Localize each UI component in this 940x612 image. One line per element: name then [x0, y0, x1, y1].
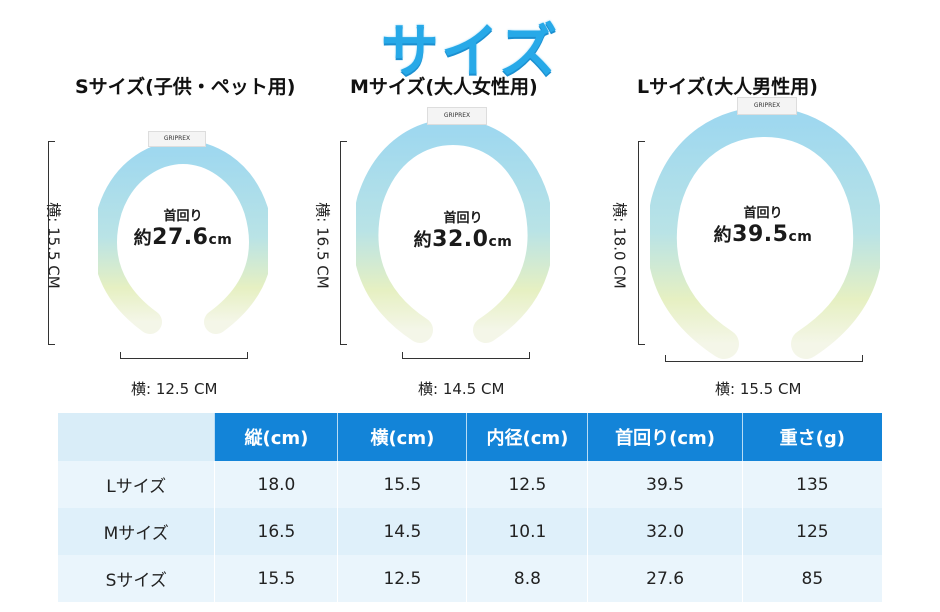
height-label-s: 横: 15.5 CM: [44, 202, 63, 289]
neck-unit-s: cm: [208, 232, 233, 248]
table-cell: 12.5: [466, 461, 588, 508]
size-label-l: Lサイズ(大人男性用): [637, 76, 818, 98]
width-label-l: 横: 15.5 CM: [715, 380, 802, 398]
neck-info-s: 首回り 約27.6cm: [118, 205, 248, 250]
brand-tag-s: GRIPREX: [148, 131, 206, 147]
table-row: Mサイズ 16.5 14.5 10.1 32.0 125: [58, 508, 882, 555]
table-row: Lサイズ 18.0 15.5 12.5 39.5 135: [58, 461, 882, 508]
table-cell: 16.5: [214, 508, 338, 555]
neck-ring-m: [356, 118, 550, 343]
table-cell: 14.5: [337, 508, 467, 555]
size-label-m: Mサイズ(大人女性用): [350, 76, 538, 98]
brand-tag-m: GRIPREX: [427, 107, 487, 125]
width-label-m: 横: 14.5 CM: [418, 380, 505, 398]
neck-prefix-l: 約: [713, 225, 733, 246]
table-header-cell: 縦(cm): [214, 413, 338, 461]
table-cell: 12.5: [337, 555, 467, 602]
width-bracket-l: [665, 355, 863, 362]
height-bracket-s: [48, 141, 55, 345]
table-cell: 32.0: [587, 508, 742, 555]
height-bracket-l: [638, 141, 645, 345]
table-header-row: 縦(cm) 横(cm) 内径(cm) 首回り(cm) 重さ(g): [58, 413, 882, 461]
table-cell: 39.5: [587, 461, 742, 508]
table-cell: 27.6: [587, 555, 742, 602]
row-header: Mサイズ: [58, 508, 215, 555]
neck-unit-m: cm: [488, 234, 513, 250]
height-label-l: 横: 18.0 CM: [610, 202, 629, 289]
neck-unit-l: cm: [788, 229, 813, 245]
size-label-s: Sサイズ(子供・ペット用): [75, 76, 296, 98]
neck-prefix-m: 約: [413, 230, 433, 251]
brand-tag-l: GRIPREX: [737, 97, 797, 115]
table-cell: 85: [741, 555, 882, 602]
neck-value-s: 27.6: [152, 225, 209, 250]
neck-label-m: 首回り: [443, 211, 483, 226]
table-cell: 10.1: [466, 508, 588, 555]
spec-table: 縦(cm) 横(cm) 内径(cm) 首回り(cm) 重さ(g) Lサイズ 18…: [58, 413, 882, 602]
table-cell: 8.8: [466, 555, 588, 602]
table-cell: 15.5: [214, 555, 338, 602]
neck-prefix-s: 約: [133, 228, 153, 249]
table-row: Sサイズ 15.5 12.5 8.8 27.6 85: [58, 555, 882, 602]
neck-value-m: 32.0: [432, 227, 489, 252]
neck-value-l: 39.5: [732, 222, 789, 247]
table-header-cell: 内径(cm): [466, 413, 588, 461]
width-bracket-s: [120, 352, 248, 359]
neck-label-l: 首回り: [743, 206, 783, 221]
page-title: サイズ: [380, 17, 560, 85]
table-cell: 135: [741, 461, 882, 508]
height-label-m: 横: 16.5 CM: [313, 202, 332, 289]
row-header: Lサイズ: [58, 461, 215, 508]
width-label-s: 横: 12.5 CM: [131, 380, 218, 398]
table-header-cell: 重さ(g): [741, 413, 882, 461]
table-cell: 125: [741, 508, 882, 555]
table-cell: 18.0: [214, 461, 338, 508]
neck-label-s: 首回り: [163, 209, 203, 224]
table-header-blank: [58, 413, 215, 461]
row-header: Sサイズ: [58, 555, 215, 602]
width-bracket-m: [402, 352, 530, 359]
height-bracket-m: [340, 141, 347, 345]
neck-ring-s: [98, 140, 268, 334]
neck-info-m: 首回り 約32.0cm: [398, 207, 528, 252]
neck-ring-l: [650, 106, 880, 359]
table-header-cell: 首回り(cm): [587, 413, 742, 461]
table-cell: 15.5: [337, 461, 467, 508]
table-header-cell: 横(cm): [337, 413, 467, 461]
neck-info-l: 首回り 約39.5cm: [698, 202, 828, 247]
